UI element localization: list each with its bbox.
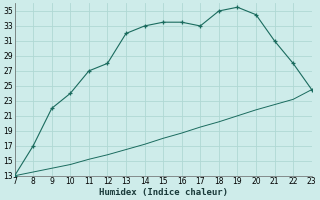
- X-axis label: Humidex (Indice chaleur): Humidex (Indice chaleur): [99, 188, 228, 197]
